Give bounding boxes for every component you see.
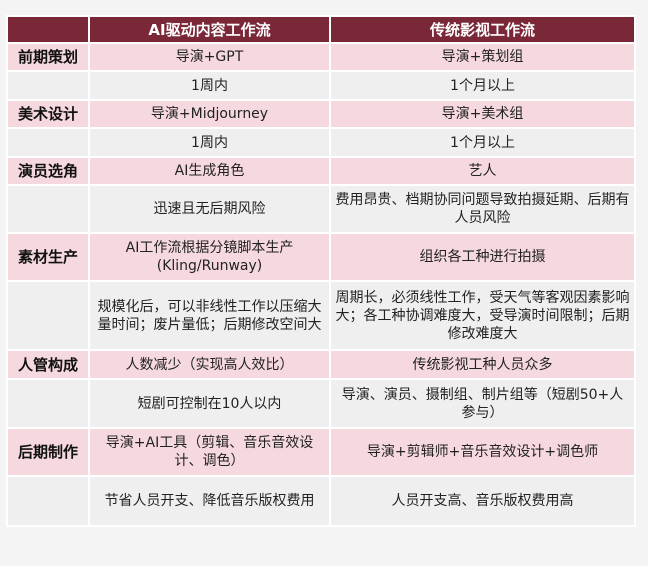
ai-workflow-cell: 迅速且无后期风险	[88, 184, 331, 234]
row-label	[6, 280, 90, 351]
table-row: 1周内 1个月以上	[6, 127, 636, 158]
header-traditional-workflow: 传统影视工作流	[329, 15, 636, 44]
row-label: 后期制作	[6, 427, 90, 477]
table-row: 前期策划 导演+GPT 导演+策划组	[6, 42, 636, 72]
ai-workflow-cell: 短剧可控制在10人以内	[88, 378, 331, 429]
table-row: 迅速且无后期风险 费用昂贵、档期协同问题导致拍摄延期、后期有人员风险	[6, 184, 636, 234]
ai-workflow-cell: 人数减少（实现高人效比）	[88, 349, 331, 380]
ai-workflow-cell: 导演+GPT	[88, 42, 331, 72]
table-row: 演员选角 AI生成角色 艺人	[6, 156, 636, 186]
table-row: 短剧可控制在10人以内 导演、演员、摄制组、制片组等（短剧50+人参与）	[6, 378, 636, 429]
traditional-workflow-cell: 费用昂贵、档期协同问题导致拍摄延期、后期有人员风险	[329, 184, 636, 234]
row-label	[6, 378, 90, 429]
row-label: 素材生产	[6, 232, 90, 282]
header-row: AI驱动内容工作流 传统影视工作流	[6, 15, 636, 44]
row-label: 演员选角	[6, 156, 90, 186]
table-row: 后期制作 导演+AI工具（剪辑、音乐音效设计、调色） 导演+剪辑师+音乐音效设计+调…	[6, 427, 636, 477]
row-label	[6, 184, 90, 234]
comparison-table: AI驱动内容工作流 传统影视工作流 前期策划 导演+GPT 导演+策划组 1周内 1个月…	[6, 15, 636, 527]
ai-workflow-cell: 导演+Midjourney	[88, 99, 331, 129]
traditional-workflow-cell: 导演、演员、摄制组、制片组等（短剧50+人参与）	[329, 378, 636, 429]
row-label	[6, 475, 90, 527]
table-row: 1周内 1个月以上	[6, 70, 636, 101]
ai-workflow-cell: AI工作流根据分镜脚本生产(Kling/Runway)	[88, 232, 331, 282]
table-row: 人管构成 人数减少（实现高人效比） 传统影视工种人员众多	[6, 349, 636, 380]
traditional-workflow-cell: 导演+美术组	[329, 99, 636, 129]
traditional-workflow-cell: 传统影视工种人员众多	[329, 349, 636, 380]
ai-workflow-cell: 规模化后，可以非线性工作以压缩大量时间；废片量低；后期修改空间大	[88, 280, 331, 351]
header-corner	[6, 15, 90, 44]
row-label: 前期策划	[6, 42, 90, 72]
row-label	[6, 127, 90, 158]
table-row: 素材生产 AI工作流根据分镜脚本生产(Kling/Runway) 组织各工种进行拍摄	[6, 232, 636, 282]
traditional-workflow-cell: 组织各工种进行拍摄	[329, 232, 636, 282]
ai-workflow-cell: 导演+AI工具（剪辑、音乐音效设计、调色）	[88, 427, 331, 477]
table-row: 美术设计 导演+Midjourney 导演+美术组	[6, 99, 636, 129]
ai-workflow-cell: AI生成角色	[88, 156, 331, 186]
ai-workflow-cell: 1周内	[88, 127, 331, 158]
traditional-workflow-cell: 艺人	[329, 156, 636, 186]
traditional-workflow-cell: 导演+策划组	[329, 42, 636, 72]
traditional-workflow-cell: 周期长，必须线性工作，受天气等客观因素影响大；各工种协调难度大，受导演时间限制；…	[329, 280, 636, 351]
row-label: 美术设计	[6, 99, 90, 129]
row-label: 人管构成	[6, 349, 90, 380]
header-ai-workflow: AI驱动内容工作流	[88, 15, 331, 44]
ai-workflow-cell: 1周内	[88, 70, 331, 101]
traditional-workflow-cell: 1个月以上	[329, 127, 636, 158]
row-label	[6, 70, 90, 101]
ai-workflow-cell: 节省人员开支、降低音乐版权费用	[88, 475, 331, 527]
table-row: 节省人员开支、降低音乐版权费用 人员开支高、音乐版权费用高	[6, 475, 636, 527]
traditional-workflow-cell: 1个月以上	[329, 70, 636, 101]
table-row: 规模化后，可以非线性工作以压缩大量时间；废片量低；后期修改空间大 周期长，必须线性…	[6, 280, 636, 351]
traditional-workflow-cell: 导演+剪辑师+音乐音效设计+调色师	[329, 427, 636, 477]
traditional-workflow-cell: 人员开支高、音乐版权费用高	[329, 475, 636, 527]
